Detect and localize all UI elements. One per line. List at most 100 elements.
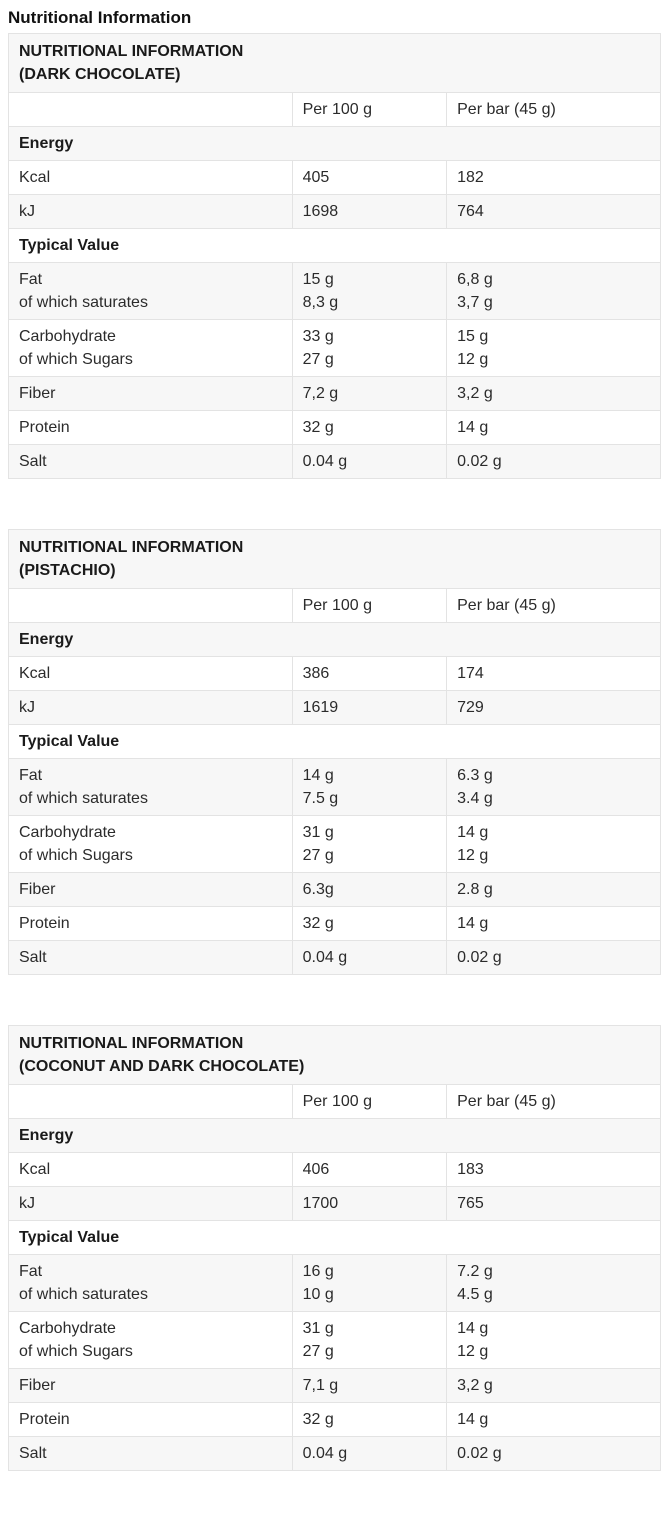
value-per-bar: 14 g bbox=[446, 410, 661, 445]
value-per-bar: 183 bbox=[446, 1152, 661, 1187]
table-title-line1: NUTRITIONAL INFORMATION bbox=[19, 43, 244, 60]
row-salt: Salt 0.04 g 0.02 g bbox=[8, 444, 661, 479]
value-per-100g: 31 g 27 g bbox=[291, 815, 448, 873]
value-per-100g: 1700 bbox=[291, 1186, 448, 1221]
value-per-bar: 764 bbox=[446, 194, 661, 229]
column-header-per-100g: Per 100 g bbox=[291, 588, 448, 623]
column-header-per-bar: Per bar (45 g) bbox=[446, 588, 661, 623]
table-title-line2: (COCONUT AND DARK CHOCOLATE) bbox=[19, 1058, 305, 1075]
value-per-bar: 6,8 g 3,7 g bbox=[446, 262, 661, 320]
value-per-bar: 14 g 12 g bbox=[446, 815, 661, 873]
row-label: Kcal bbox=[8, 656, 293, 691]
section-row-energy: Energy bbox=[8, 622, 661, 657]
value-per-100g: 1698 bbox=[291, 194, 448, 229]
value-per-100g: 32 g bbox=[291, 1402, 448, 1437]
nutrition-table-coconut-and-dark-chocolate: NUTRITIONAL INFORMATION (COCONUT AND DAR… bbox=[8, 1025, 661, 1471]
row-label: Protein bbox=[8, 410, 293, 445]
section-row-typical-value: Typical Value bbox=[8, 228, 661, 263]
value-per-bar: 3,2 g bbox=[446, 1368, 661, 1403]
table-title-line2: (DARK CHOCOLATE) bbox=[19, 66, 181, 83]
column-header-empty bbox=[8, 588, 293, 623]
row-kcal: Kcal 405 182 bbox=[8, 160, 661, 195]
row-protein: Protein 32 g 14 g bbox=[8, 410, 661, 445]
value-per-bar: 6.3 g 3.4 g bbox=[446, 758, 661, 816]
value-per-bar: 182 bbox=[446, 160, 661, 195]
value-per-bar: 14 g bbox=[446, 1402, 661, 1437]
value-per-100g: 7,2 g bbox=[291, 376, 448, 411]
value-per-100g: 405 bbox=[291, 160, 448, 195]
value-per-bar: 7.2 g 4.5 g bbox=[446, 1254, 661, 1312]
row-label: Kcal bbox=[8, 160, 293, 195]
value-per-100g: 406 bbox=[291, 1152, 448, 1187]
section-label: Typical Value bbox=[8, 1220, 661, 1255]
section-row-typical-value: Typical Value bbox=[8, 1220, 661, 1255]
row-label: Fiber bbox=[8, 1368, 293, 1403]
row-label: kJ bbox=[8, 690, 293, 725]
section-label: Typical Value bbox=[8, 724, 661, 759]
row-fat: Fat of which saturates 15 g 8,3 g 6,8 g 3,7 g bbox=[8, 262, 661, 320]
row-label: Fat of which saturates bbox=[8, 1254, 293, 1312]
value-per-100g: 31 g 27 g bbox=[291, 1311, 448, 1369]
table-title-line1: NUTRITIONAL INFORMATION bbox=[19, 1035, 244, 1052]
value-per-bar: 174 bbox=[446, 656, 661, 691]
value-per-100g: 1619 bbox=[291, 690, 448, 725]
value-per-100g: 32 g bbox=[291, 906, 448, 941]
table-title-row: NUTRITIONAL INFORMATION (COCONUT AND DAR… bbox=[8, 1025, 661, 1085]
row-fiber: Fiber 6.3g 2.8 g bbox=[8, 872, 661, 907]
table-title: NUTRITIONAL INFORMATION (COCONUT AND DAR… bbox=[8, 1025, 661, 1085]
row-salt: Salt 0.04 g 0.02 g bbox=[8, 940, 661, 975]
row-fiber: Fiber 7,1 g 3,2 g bbox=[8, 1368, 661, 1403]
column-header-row: Per 100 g Per bar (45 g) bbox=[8, 1084, 661, 1119]
section-label: Typical Value bbox=[8, 228, 661, 263]
table-title-row: NUTRITIONAL INFORMATION (PISTACHIO) bbox=[8, 529, 661, 589]
value-per-bar: 3,2 g bbox=[446, 376, 661, 411]
column-header-per-100g: Per 100 g bbox=[291, 92, 448, 127]
row-label: kJ bbox=[8, 1186, 293, 1221]
value-per-bar: 14 g 12 g bbox=[446, 1311, 661, 1369]
column-header-empty bbox=[8, 1084, 293, 1119]
row-label: Carbohydrate of which Sugars bbox=[8, 1311, 293, 1369]
value-per-100g: 15 g 8,3 g bbox=[291, 262, 448, 320]
row-label: Fat of which saturates bbox=[8, 262, 293, 320]
section-row-typical-value: Typical Value bbox=[8, 724, 661, 759]
row-label: Salt bbox=[8, 940, 293, 975]
value-per-100g: 16 g 10 g bbox=[291, 1254, 448, 1312]
nutrition-table-dark-chocolate: NUTRITIONAL INFORMATION (DARK CHOCOLATE)… bbox=[8, 33, 661, 479]
row-label: Kcal bbox=[8, 1152, 293, 1187]
row-label: Carbohydrate of which Sugars bbox=[8, 319, 293, 377]
row-protein: Protein 32 g 14 g bbox=[8, 906, 661, 941]
column-header-row: Per 100 g Per bar (45 g) bbox=[8, 588, 661, 623]
row-kj: kJ 1700 765 bbox=[8, 1186, 661, 1221]
section-row-energy: Energy bbox=[8, 126, 661, 161]
row-kcal: Kcal 386 174 bbox=[8, 656, 661, 691]
row-fat: Fat of which saturates 16 g 10 g 7.2 g 4.5 g bbox=[8, 1254, 661, 1312]
nutrition-tables-container: NUTRITIONAL INFORMATION (DARK CHOCOLATE)… bbox=[8, 33, 661, 1471]
row-kj: kJ 1698 764 bbox=[8, 194, 661, 229]
column-header-empty bbox=[8, 92, 293, 127]
value-per-100g: 0.04 g bbox=[291, 940, 448, 975]
row-label: Fiber bbox=[8, 872, 293, 907]
value-per-100g: 6.3g bbox=[291, 872, 448, 907]
section-label: Energy bbox=[8, 1118, 661, 1153]
section-label: Energy bbox=[8, 622, 661, 657]
value-per-100g: 386 bbox=[291, 656, 448, 691]
value-per-bar: 0.02 g bbox=[446, 444, 661, 479]
row-kj: kJ 1619 729 bbox=[8, 690, 661, 725]
row-label: Fiber bbox=[8, 376, 293, 411]
row-label: kJ bbox=[8, 194, 293, 229]
row-label: Salt bbox=[8, 444, 293, 479]
row-kcal: Kcal 406 183 bbox=[8, 1152, 661, 1187]
value-per-100g: 7,1 g bbox=[291, 1368, 448, 1403]
table-title: NUTRITIONAL INFORMATION (PISTACHIO) bbox=[8, 529, 661, 589]
table-title-row: NUTRITIONAL INFORMATION (DARK CHOCOLATE) bbox=[8, 33, 661, 93]
table-title: NUTRITIONAL INFORMATION (DARK CHOCOLATE) bbox=[8, 33, 661, 93]
section-row-energy: Energy bbox=[8, 1118, 661, 1153]
row-label: Protein bbox=[8, 1402, 293, 1437]
page-title: Nutritional Information bbox=[8, 8, 192, 27]
column-header-row: Per 100 g Per bar (45 g) bbox=[8, 92, 661, 127]
value-per-bar: 0.02 g bbox=[446, 1436, 661, 1471]
nutrition-table-pistachio: NUTRITIONAL INFORMATION (PISTACHIO) Per … bbox=[8, 529, 661, 975]
table-title-line2: (PISTACHIO) bbox=[19, 562, 116, 579]
